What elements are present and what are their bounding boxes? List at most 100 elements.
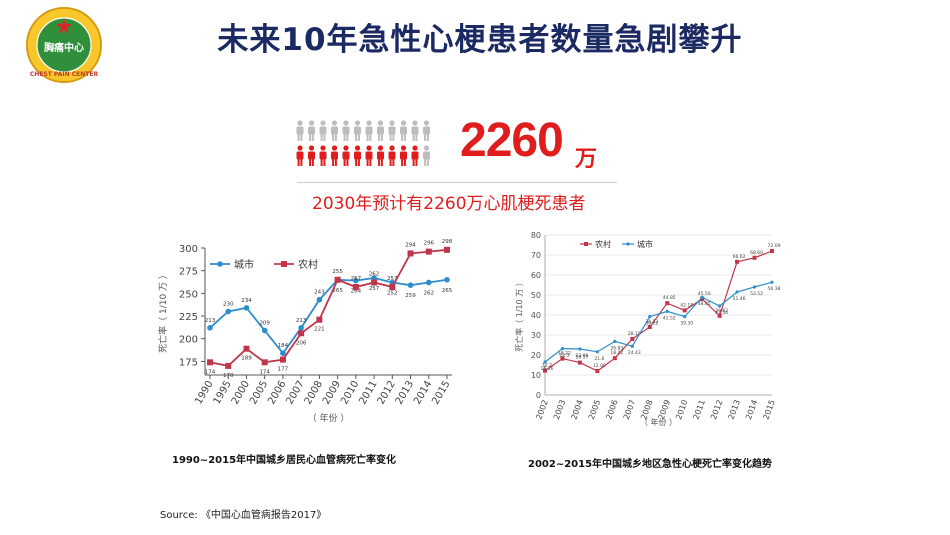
data-label: 66.62 [733, 254, 746, 260]
data-label: 16.46 [541, 366, 554, 372]
data-label: 41.52 [663, 315, 676, 321]
data-label: 51.46 [733, 296, 746, 302]
data-label: 262 [424, 290, 435, 296]
y-tick-label: 40 [531, 311, 541, 320]
y-axis-label: 死亡率（ 1/10 万 ） [514, 278, 524, 352]
point-城市 [735, 290, 739, 294]
point-农村 [612, 356, 617, 361]
point-城市 [261, 327, 268, 334]
person-icon [296, 145, 304, 166]
legend-label: 农村 [595, 239, 611, 249]
point-农村 [752, 255, 757, 260]
point-城市 [613, 339, 617, 343]
point-城市 [207, 325, 213, 331]
person-icon [308, 120, 315, 141]
point-城市 [630, 344, 634, 348]
point-农村 [352, 284, 359, 291]
point-农村 [630, 337, 635, 341]
person-icon [308, 145, 315, 166]
person-icon [388, 120, 396, 141]
point-农村 [665, 301, 670, 306]
point-城市 [560, 347, 565, 351]
y-tick-label: 275 [179, 267, 198, 278]
point-农村 [735, 259, 740, 264]
point-农村 [225, 362, 232, 369]
chart1-caption: 1990~2015年中国城乡居民心血管病死亡率变化 [172, 455, 397, 466]
point-城市 [770, 280, 774, 284]
chest-pain-center-logo: 胸痛中心 CHEST PAIN CENTER [26, 7, 102, 83]
person-icon [296, 120, 304, 141]
point-农村 [334, 276, 341, 283]
person-icon [400, 145, 407, 166]
data-label: 42.18 [680, 302, 693, 308]
data-label: 34.13 [645, 319, 658, 325]
data-label: 177 [278, 367, 289, 373]
series-line-农村 [209, 248, 448, 367]
person-icon [331, 120, 338, 141]
data-label: 257 [387, 276, 398, 282]
people-pictogram [296, 120, 430, 166]
chart2-caption: 2002~2015年中国城乡地区急性心梗死亡率变化趋势 [528, 459, 773, 470]
divider [297, 182, 617, 183]
point-城市 [543, 360, 547, 364]
point-农村 [389, 284, 396, 291]
x-tick-label: 2005 [587, 399, 602, 421]
data-label: 230 [223, 302, 234, 308]
data-label: 72.09 [768, 243, 781, 249]
source-note: Source: 《中国心血管病报告2017》 [160, 510, 327, 521]
legend-marker [584, 242, 588, 246]
point-农村 [298, 330, 305, 337]
person-icon [377, 145, 384, 166]
data-label: 265 [332, 288, 343, 294]
point-农村 [207, 359, 213, 366]
data-label: 189 [241, 356, 252, 362]
data-label: 206 [296, 340, 307, 346]
legend-marker [281, 261, 287, 267]
data-label: 24.43 [628, 350, 641, 356]
data-label: 294 [405, 242, 416, 248]
point-农村 [770, 249, 774, 253]
x-tick-label: 2003 [552, 399, 567, 421]
y-tick-label: 175 [179, 357, 198, 368]
page-title: 未来10年急性心梗患者数量急剧攀升 [217, 22, 743, 58]
point-农村 [444, 246, 450, 253]
point-城市 [280, 350, 286, 357]
point-农村 [316, 316, 323, 323]
data-label: 39.22 [645, 321, 658, 327]
x-axis-label: （ 年份 ） [308, 412, 350, 424]
person-icon [331, 145, 338, 166]
x-tick-label: 2012 [709, 399, 724, 421]
logo-center-text: 胸痛中心 [44, 41, 84, 54]
point-城市 [752, 285, 757, 289]
point-农村 [261, 359, 268, 366]
point-城市 [225, 308, 232, 315]
y-axis-label: 死亡率（ 1/10 万 ） [157, 270, 169, 353]
x-axis-label: （ 年份 ） [640, 417, 677, 427]
data-label: 26.83 [610, 345, 623, 351]
point-城市 [316, 296, 323, 303]
person-icon [342, 145, 350, 166]
data-label: 296 [424, 241, 435, 247]
point-农村 [647, 325, 652, 329]
point-农村 [682, 308, 687, 313]
legend-label: 城市 [234, 258, 254, 271]
y-tick-label: 225 [179, 312, 198, 323]
data-label: 255 [332, 269, 343, 275]
data-label: 68.60 [750, 250, 763, 256]
point-农村 [407, 250, 414, 257]
x-tick-label: 2006 [604, 399, 619, 421]
y-tick-label: 60 [531, 271, 541, 280]
x-tick-label: 2011 [692, 399, 707, 421]
person-icon [342, 120, 350, 141]
data-label: 184 [278, 343, 289, 349]
y-tick-label: 10 [531, 371, 541, 380]
y-tick-label: 50 [531, 291, 541, 300]
data-label: 44.85 [663, 295, 676, 301]
y-tick-label: 200 [179, 335, 198, 346]
data-label: 39.30 [680, 321, 693, 327]
point-农村 [279, 356, 286, 363]
headline-subline: 2030年预计有2260万心肌梗死患者 [312, 194, 586, 214]
data-label: 243 [314, 290, 325, 296]
data-label: 47.50 [715, 310, 728, 316]
person-icon [365, 120, 373, 141]
